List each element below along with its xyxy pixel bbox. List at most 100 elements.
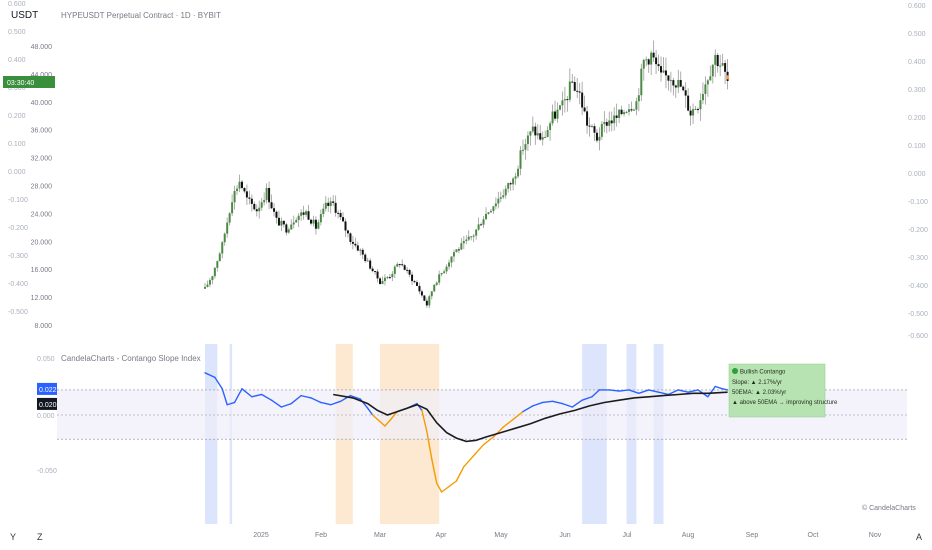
candle-body: [374, 271, 377, 273]
candle-body: [627, 109, 630, 112]
slope-segment: [436, 482, 443, 493]
candle-body: [573, 82, 576, 91]
candle-body: [443, 271, 446, 273]
indicator-tick-label: 0.050: [37, 356, 55, 363]
candle-body: [258, 207, 261, 212]
slope-segment: [714, 385, 724, 390]
overlay-tick-label: 0.400: [8, 57, 26, 64]
candle-body: [250, 198, 253, 204]
candle-body: [497, 198, 500, 204]
slope-segment: [448, 480, 458, 488]
current-price-badge: [3, 76, 55, 88]
candle-body: [425, 300, 428, 306]
candle-body: [240, 181, 243, 188]
candle-body: [640, 68, 643, 96]
y-tick-label: 20.000: [31, 239, 53, 246]
slope-segment: [214, 376, 223, 390]
x-tick-label: Jun: [559, 532, 570, 539]
overlay-tick-label: -0.200: [8, 225, 28, 232]
candle-body: [598, 136, 601, 141]
candle-body: [706, 80, 709, 85]
value-badge: [37, 382, 57, 395]
candle-body: [517, 168, 520, 177]
candle-body: [664, 70, 667, 76]
candle-body: [223, 233, 226, 243]
candle-body: [342, 217, 345, 222]
y-tick-label: 12.000: [31, 295, 53, 302]
candle-body: [462, 240, 465, 244]
candle-body: [630, 109, 633, 111]
candle-body: [460, 243, 463, 250]
overlay-tick-label: -0.300: [8, 253, 28, 260]
slope-segment: [221, 388, 228, 406]
candle-body: [280, 220, 283, 226]
candle-body: [319, 214, 322, 223]
candle-body: [312, 219, 315, 224]
candle-body: [647, 59, 650, 65]
candle-body: [674, 85, 677, 88]
slope-segment: [349, 394, 361, 400]
currency-label[interactable]: USDT: [11, 10, 39, 21]
candle-body: [586, 111, 589, 126]
watermark: © CandelaCharts: [862, 505, 916, 512]
candle-body: [524, 144, 527, 150]
right-tick-label: 0.500: [908, 31, 926, 38]
candle-body: [322, 208, 325, 215]
candle-body: [265, 188, 268, 201]
overlay-tick-label: -0.100: [8, 197, 28, 204]
log-scale-toggle[interactable]: Y: [10, 532, 17, 542]
candles: [204, 40, 729, 309]
candle-body: [541, 137, 544, 140]
candle-body: [470, 236, 473, 238]
candle-body: [208, 280, 211, 285]
y-tick-label: 24.000: [31, 211, 53, 218]
current-candle-marker: [726, 75, 730, 80]
candle-body: [423, 295, 426, 301]
candle-body: [650, 52, 653, 65]
candle-body: [632, 109, 635, 111]
symbol-title: HYPEUSDT Perpetual Contract · 1D · BYBIT: [61, 11, 221, 20]
slope-segment: [657, 391, 670, 396]
candle-body: [509, 183, 512, 185]
candle-body: [605, 121, 608, 126]
overlay-tick-label: 0.600: [8, 1, 26, 8]
candle-body: [608, 120, 611, 126]
right-tick-label: 0.200: [908, 115, 926, 122]
candle-body: [652, 52, 655, 58]
slope-segment: [421, 409, 428, 433]
candle-body: [334, 202, 337, 213]
candle-body: [657, 64, 660, 67]
candle-body: [354, 243, 357, 246]
candle-body: [716, 54, 719, 67]
candle-body: [709, 76, 712, 81]
overlay-tick-label: 0.300: [8, 85, 26, 92]
candle-body: [600, 124, 603, 137]
slope-segment: [512, 410, 524, 421]
slope-segment: [618, 389, 630, 392]
candle-body: [302, 212, 305, 215]
candle-body: [440, 272, 443, 275]
candle-body: [682, 86, 685, 91]
timezone-toggle[interactable]: Z: [37, 532, 43, 542]
slope-segment: [707, 385, 716, 398]
candle-body: [273, 208, 276, 212]
candle-body: [507, 183, 510, 189]
candle-body: [642, 60, 645, 69]
candle-body: [332, 201, 335, 203]
slope-segment: [482, 436, 495, 446]
candle-body: [450, 256, 453, 263]
slope-segment: [721, 388, 729, 391]
candle-body: [556, 109, 559, 119]
indicator-tick-label: 0.000: [37, 413, 55, 420]
right-tick-label: -0.400: [908, 283, 928, 290]
candle-body: [226, 222, 229, 234]
auto-scale-toggle[interactable]: A: [916, 532, 923, 542]
candle-body: [388, 277, 391, 279]
slope-segment: [492, 426, 504, 438]
candle-body: [371, 268, 374, 272]
candle-body: [300, 212, 303, 216]
overlay-tick-label: 0.000: [8, 169, 26, 176]
slope-segment: [591, 389, 601, 398]
candle-body: [472, 235, 475, 237]
